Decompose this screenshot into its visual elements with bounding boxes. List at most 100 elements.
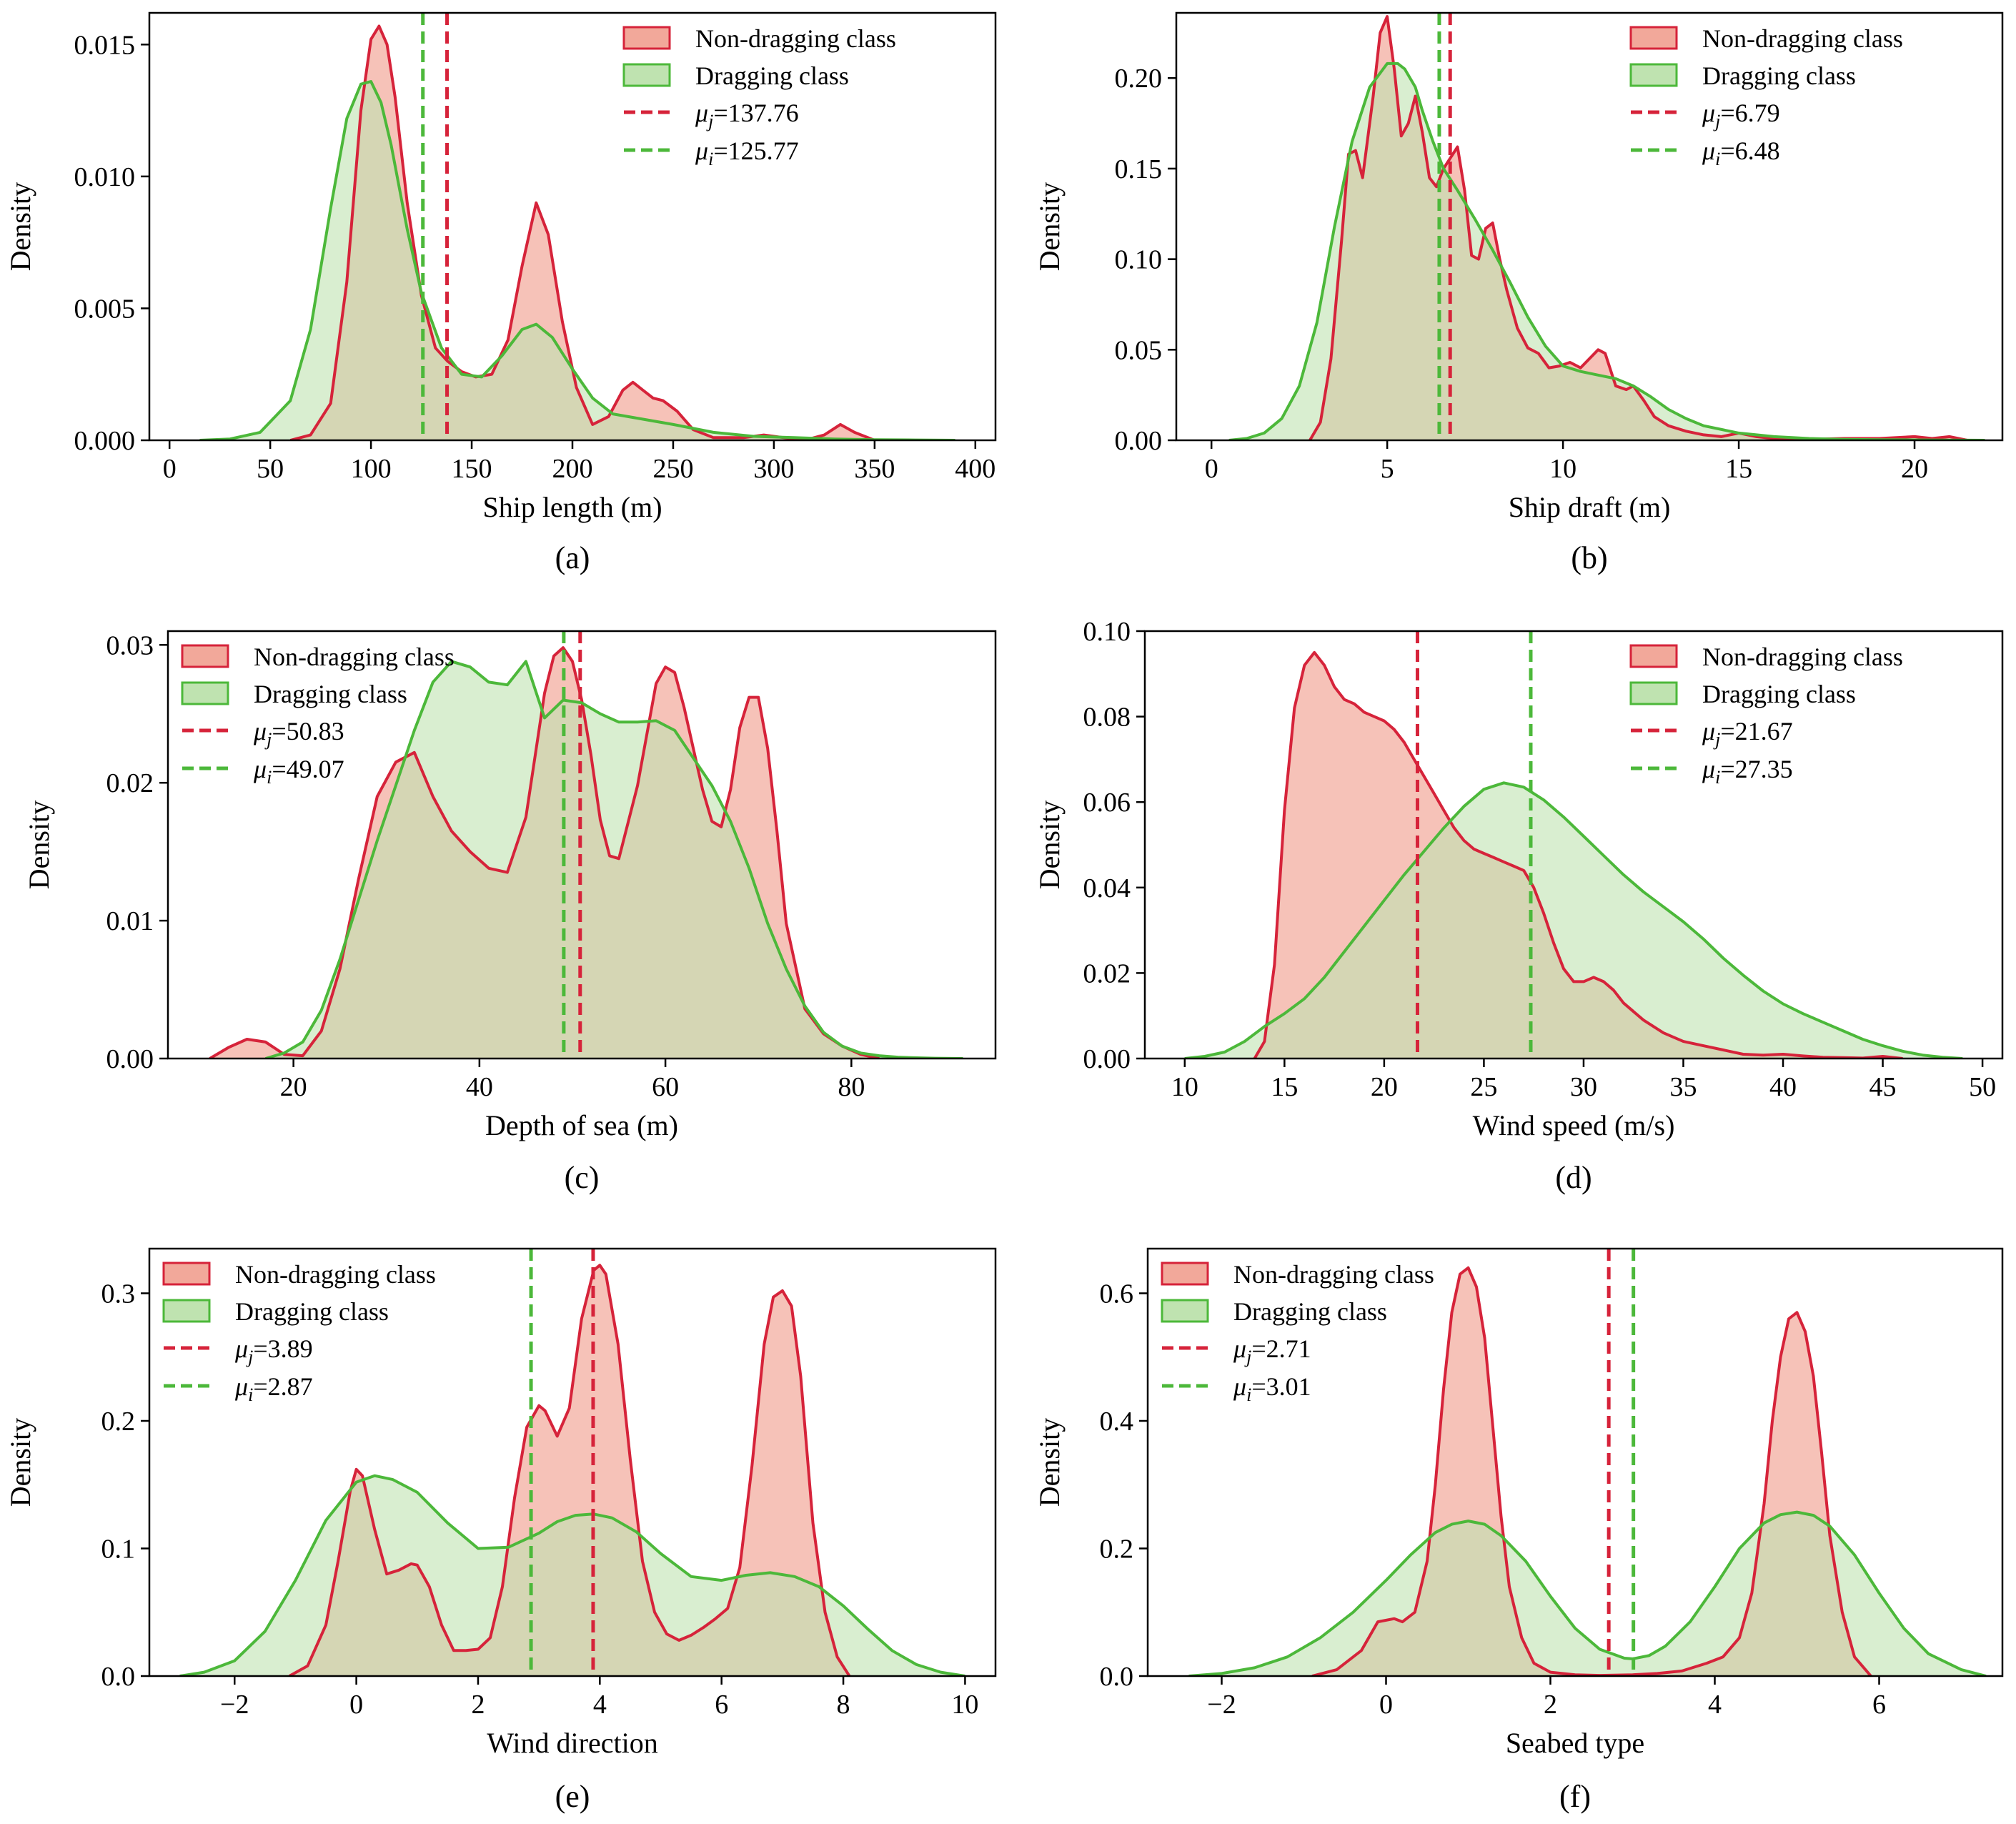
- x-tick-label: 15: [1271, 1072, 1298, 1102]
- dragging-density-fill: [1184, 783, 1963, 1059]
- legend-label-non-dragging: Non-dragging class: [1233, 1260, 1434, 1289]
- y-axis-label: Density: [23, 801, 55, 889]
- y-axis-label: Density: [1033, 1418, 1066, 1507]
- y-tick-label: 0.06: [1083, 788, 1131, 818]
- x-tick-label: 40: [1769, 1072, 1797, 1102]
- x-tick-label: 300: [753, 454, 794, 484]
- legend-label-dragging: Dragging class: [1702, 680, 1856, 708]
- plot-area: [1188, 1249, 1987, 1676]
- x-tick-label: 50: [257, 454, 284, 484]
- legend-label-mean-i: μi=125.77: [695, 137, 799, 169]
- legend: Non-dragging class Dragging class μj=137.7…: [622, 24, 896, 169]
- legend-swatch-dragging: [1629, 681, 1678, 705]
- legend: Non-dragging class Dragging class μj=21.67…: [1629, 643, 1903, 788]
- x-tick-label: 40: [466, 1072, 493, 1102]
- x-tick-label: 0: [349, 1690, 363, 1720]
- x-axis-label: Seabed type: [1506, 1727, 1644, 1759]
- x-tick-label: 4: [1708, 1690, 1722, 1720]
- legend-label-non-dragging: Non-dragging class: [1702, 643, 1903, 671]
- panel-caption: (d): [1555, 1160, 1592, 1195]
- x-tick-label: 4: [593, 1690, 607, 1720]
- dragging-density-line: [179, 1474, 965, 1676]
- legend-label-mean-i: μi=2.87: [234, 1372, 313, 1405]
- y-tick-label: 0.3: [101, 1279, 136, 1309]
- panel-b: 0 5 10 15 20 0.00 0.05 0.10 0.15 0.20 Ship draft (…: [1033, 11, 2004, 575]
- x-axis-label: Ship length (m): [482, 491, 662, 523]
- y-tick-label: 0.00: [106, 1044, 154, 1074]
- y-tick-label: 0.0: [101, 1662, 136, 1692]
- y-tick-label: 0.08: [1083, 703, 1131, 733]
- non-dragging-density-fill: [289, 1265, 850, 1676]
- x-tick-label: 50: [1969, 1072, 1996, 1102]
- legend-label-non-dragging: Non-dragging class: [695, 24, 896, 53]
- legend-swatch-non-dragging: [1629, 644, 1678, 668]
- non-dragging-density-line: [209, 646, 880, 1059]
- plot-area: [1184, 631, 1963, 1059]
- y-tick-label: 0.01: [106, 906, 154, 936]
- dragging-density-fill: [265, 661, 963, 1059]
- panel-f: −2 0 2 4 6 0.0 0.2 0.4 0.6 Seabed type Density (f) N…: [1033, 1247, 2004, 1814]
- x-tick-label: 30: [1570, 1072, 1597, 1102]
- legend-label-dragging: Dragging class: [235, 1297, 389, 1326]
- panel-d: 10 15 20 25 30 35 40 45 50 0.00 0.02 0.04 0.06 0.08 0.…: [1033, 617, 2004, 1195]
- x-tick-label: 0: [1379, 1690, 1393, 1720]
- x-tick-label: −2: [220, 1690, 249, 1720]
- panel-caption: (b): [1571, 540, 1607, 575]
- plot-area: [179, 1249, 965, 1676]
- x-tick-label: 350: [854, 454, 895, 484]
- x-tick-label: 80: [838, 1072, 865, 1102]
- x-axis-label: Ship draft (m): [1509, 491, 1671, 523]
- legend-label-mean-j: μj=137.76: [695, 99, 799, 132]
- plot-area: [1228, 13, 1985, 440]
- legend-swatch-non-dragging: [181, 644, 229, 668]
- legend-label-mean-j: μj=21.67: [1702, 717, 1793, 750]
- y-tick-label: 0.0: [1100, 1662, 1134, 1692]
- non-dragging-density-line: [1253, 650, 1903, 1059]
- x-tick-label: 6: [1872, 1690, 1886, 1720]
- legend-label-non-dragging: Non-dragging class: [254, 643, 455, 671]
- legend-label-mean-i: μi=27.35: [1702, 755, 1793, 788]
- y-tick-label: 0.00: [1083, 1044, 1131, 1074]
- y-axis-label: Density: [4, 182, 36, 271]
- panel-e: −2 0 2 4 6 8 10 0.0 0.1 0.2 0.3 Wind direction Densi…: [4, 1247, 997, 1814]
- axes-frame: [148, 1247, 997, 1677]
- legend-swatch-dragging: [1161, 1299, 1209, 1323]
- legend-swatch-dragging: [622, 63, 671, 87]
- dragging-density-fill: [179, 1475, 965, 1676]
- legend: Non-dragging class Dragging class μj=3.89 μ…: [162, 1260, 436, 1405]
- legend-label-mean-j: μj=3.89: [234, 1334, 313, 1367]
- plot-area: [209, 631, 963, 1059]
- y-tick-label: 0.1: [101, 1534, 136, 1564]
- axes-frame: [1143, 630, 2004, 1060]
- legend-label-mean-i: μi=3.01: [1233, 1372, 1311, 1405]
- y-axis-label: Density: [1033, 182, 1066, 271]
- legend: Non-dragging class Dragging class μj=50.83…: [181, 643, 455, 788]
- x-tick-label: 20: [1901, 454, 1928, 484]
- y-tick-label: 0.00: [1115, 426, 1163, 456]
- dragging-density-fill: [1188, 1512, 1986, 1676]
- y-axis-label: Density: [1033, 801, 1066, 889]
- legend-swatch-non-dragging: [162, 1262, 211, 1286]
- x-tick-label: 35: [1669, 1072, 1697, 1102]
- x-axis-label: Wind direction: [487, 1727, 657, 1759]
- x-tick-label: 150: [452, 454, 492, 484]
- legend-label-dragging: Dragging class: [254, 680, 407, 708]
- legend-label-dragging: Dragging class: [695, 61, 849, 90]
- y-tick-label: 0.10: [1115, 245, 1163, 275]
- plot-area: [199, 13, 955, 440]
- axes-frame: [1175, 11, 2004, 442]
- x-tick-label: 25: [1470, 1072, 1497, 1102]
- panel-caption: (a): [555, 540, 590, 575]
- legend-swatch-dragging: [162, 1299, 211, 1323]
- y-tick-label: 0.2: [101, 1407, 136, 1437]
- y-tick-label: 0.02: [1083, 958, 1131, 988]
- dragging-density-fill: [199, 81, 955, 440]
- x-tick-label: 45: [1869, 1072, 1897, 1102]
- y-tick-label: 0.05: [1115, 335, 1163, 365]
- y-tick-label: 0.03: [106, 630, 154, 660]
- panel-caption: (f): [1559, 1779, 1591, 1814]
- y-tick-label: 0.4: [1100, 1407, 1134, 1437]
- x-tick-label: 0: [1205, 454, 1218, 484]
- y-tick-label: 0.6: [1100, 1279, 1134, 1309]
